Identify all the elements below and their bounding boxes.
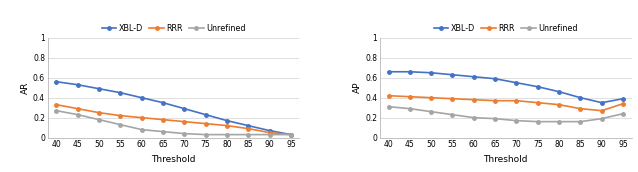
XBL-D (513, 82, 521, 84)
XBL-D (619, 98, 627, 100)
Unrefined (470, 117, 478, 119)
Unrefined (513, 120, 521, 122)
Unrefined (181, 133, 188, 135)
Y-axis label: AP: AP (353, 82, 362, 93)
XBL-D (555, 91, 563, 93)
RRR (555, 104, 563, 106)
X-axis label: Threshold: Threshold (151, 155, 196, 164)
XBL-D (117, 92, 124, 94)
XBL-D (427, 72, 435, 74)
Unrefined (287, 134, 295, 136)
Line: XBL-D: XBL-D (387, 70, 625, 104)
Line: RRR: RRR (55, 103, 293, 136)
RRR (117, 115, 124, 117)
Unrefined (95, 119, 103, 121)
XBL-D (491, 78, 499, 80)
Unrefined (266, 134, 274, 136)
XBL-D (385, 71, 392, 73)
RRR (223, 125, 231, 127)
Line: Unrefined: Unrefined (55, 109, 293, 136)
RRR (470, 99, 478, 101)
XBL-D (470, 76, 478, 78)
XBL-D (598, 102, 605, 104)
RRR (244, 128, 252, 130)
XBL-D (52, 81, 60, 83)
Unrefined (619, 113, 627, 115)
RRR (52, 104, 60, 106)
XBL-D (202, 114, 209, 116)
Y-axis label: AR: AR (21, 82, 30, 94)
XBL-D (534, 86, 542, 88)
XBL-D (287, 134, 295, 136)
Unrefined (449, 114, 456, 116)
Unrefined (555, 121, 563, 123)
XBL-D (74, 84, 82, 86)
RRR (266, 132, 274, 134)
RRR (202, 123, 209, 125)
Unrefined (577, 121, 584, 123)
Unrefined (52, 110, 60, 112)
XBL-D (159, 102, 167, 104)
RRR (491, 100, 499, 102)
RRR (74, 108, 82, 110)
Unrefined (223, 134, 231, 136)
Unrefined (385, 106, 392, 108)
Legend: XBL-D, RRR, Unrefined: XBL-D, RRR, Unrefined (101, 24, 246, 33)
XBL-D (138, 97, 145, 99)
RRR (385, 95, 392, 97)
Unrefined (427, 111, 435, 113)
RRR (287, 134, 295, 136)
RRR (138, 117, 145, 119)
RRR (406, 96, 413, 98)
XBL-D (449, 74, 456, 76)
RRR (513, 100, 521, 102)
Unrefined (244, 134, 252, 136)
Unrefined (534, 121, 542, 123)
Legend: XBL-D, RRR, Unrefined: XBL-D, RRR, Unrefined (434, 24, 578, 33)
RRR (181, 121, 188, 123)
RRR (159, 119, 167, 121)
Line: Unrefined: Unrefined (387, 105, 625, 123)
RRR (95, 112, 103, 114)
Unrefined (202, 134, 209, 136)
XBL-D (266, 130, 274, 132)
Unrefined (117, 124, 124, 126)
XBL-D (577, 97, 584, 99)
Unrefined (491, 118, 499, 120)
Unrefined (159, 131, 167, 133)
RRR (534, 102, 542, 104)
Line: RRR: RRR (387, 94, 625, 112)
RRR (449, 98, 456, 100)
XBL-D (95, 88, 103, 90)
RRR (577, 108, 584, 110)
Unrefined (406, 108, 413, 110)
Unrefined (74, 114, 82, 116)
XBL-D (223, 120, 231, 122)
RRR (427, 97, 435, 99)
X-axis label: Threshold: Threshold (484, 155, 528, 164)
RRR (619, 103, 627, 105)
Unrefined (138, 129, 145, 131)
XBL-D (244, 125, 252, 127)
XBL-D (181, 108, 188, 110)
RRR (598, 110, 605, 112)
Unrefined (598, 118, 605, 120)
XBL-D (406, 71, 413, 73)
Line: XBL-D: XBL-D (55, 80, 293, 136)
